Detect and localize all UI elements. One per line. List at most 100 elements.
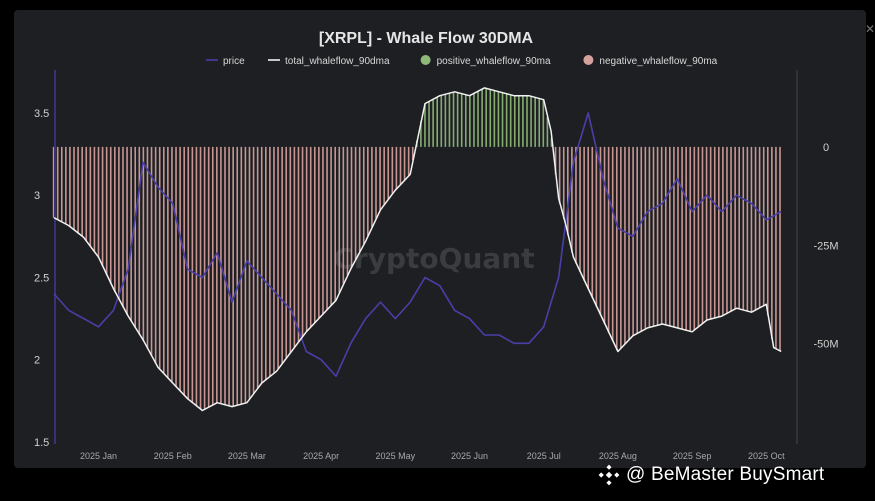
- negative-bar: [142, 146, 145, 342]
- negative-bar: [628, 146, 630, 340]
- negative-bar: [558, 146, 561, 204]
- negative-bar: [587, 146, 590, 290]
- negative-bar: [644, 146, 647, 329]
- negative-bar: [771, 146, 773, 339]
- negative-bar: [693, 146, 696, 330]
- x-tick-label: 2025 Jun: [451, 451, 488, 461]
- negative-bar: [620, 146, 622, 348]
- legend-item-negative_whaleflow_90ma[interactable]: negative_whaleflow_90ma: [583, 55, 718, 67]
- positive-bar: [522, 95, 524, 147]
- negative-bar: [754, 146, 757, 310]
- x-tick-label: 2025 Oct: [748, 451, 785, 461]
- positive-bar: [420, 121, 422, 147]
- negative-bar: [232, 146, 234, 407]
- total-whaleflow-line: [53, 87, 782, 412]
- negative-bar: [758, 146, 761, 308]
- negative-bar: [171, 146, 173, 383]
- negative-bar: [611, 146, 614, 342]
- close-icon[interactable]: ✕: [864, 22, 875, 36]
- positive-bar: [436, 96, 439, 147]
- negative-bar: [677, 146, 679, 329]
- negative-bar: [65, 146, 67, 225]
- legend-item-total_whaleflow_90dma[interactable]: total_whaleflow_90dma: [268, 56, 390, 67]
- negative-bar: [391, 146, 394, 194]
- left-tick-label: 1.5: [34, 437, 49, 449]
- negative-bar: [199, 146, 202, 410]
- x-tick-label: 2025 May: [376, 451, 416, 461]
- negative-bar: [342, 146, 345, 284]
- negative-bar: [207, 146, 210, 407]
- legend-item-positive_whaleflow_90ma[interactable]: positive_whaleflow_90ma: [420, 55, 551, 67]
- right-tick-label: -25M: [813, 240, 838, 252]
- negative-bar: [779, 146, 781, 352]
- negative-bar: [567, 146, 569, 236]
- negative-bar: [571, 146, 573, 253]
- negative-bar: [403, 146, 406, 180]
- negative-bar: [134, 146, 137, 328]
- negative-bar: [681, 146, 683, 330]
- negative-bar: [138, 146, 141, 335]
- negative-bar: [599, 146, 602, 316]
- chart-title: [XRPL] - Whale Flow 30DMA: [319, 30, 534, 47]
- negative-bar: [554, 146, 557, 175]
- negative-bar: [118, 146, 120, 300]
- negative-bar: [358, 146, 361, 252]
- negative-bar: [346, 146, 349, 276]
- negative-bar: [326, 146, 328, 310]
- negative-bar: [322, 146, 324, 314]
- negative-bar: [293, 146, 296, 348]
- positive-bar: [538, 98, 541, 147]
- right-tick-label: -50M: [813, 339, 838, 351]
- negative-bar: [85, 146, 88, 242]
- negative-bar: [615, 146, 618, 350]
- x-tick-label: 2025 Jan: [80, 451, 117, 461]
- negative-bar: [656, 146, 659, 326]
- negative-bar: [762, 146, 765, 306]
- negative-bar: [375, 146, 377, 219]
- x-tick-label: 2025 Sep: [673, 451, 712, 461]
- positive-bar: [452, 92, 455, 147]
- negative-bar: [395, 146, 398, 189]
- left-tick-label: 2: [34, 355, 40, 367]
- negative-bar: [660, 146, 663, 325]
- credit-text: @ BeMaster BuySmart: [626, 464, 825, 485]
- negative-bar: [746, 146, 749, 312]
- legend-label: positive_whaleflow_90ma: [437, 56, 551, 67]
- positive-bar: [509, 94, 512, 147]
- negative-bar: [281, 146, 283, 364]
- negative-bar: [52, 146, 55, 218]
- positive-bar: [440, 95, 443, 147]
- negative-bar: [354, 146, 357, 260]
- negative-bar: [195, 146, 198, 407]
- negative-bar: [269, 146, 271, 377]
- negative-bar: [350, 146, 353, 267]
- negative-bar: [701, 146, 704, 324]
- x-tick-label: 2025 Mar: [228, 451, 266, 461]
- chart-canvas: CryptoQuant [XRPL] - Whale Flow 30DMA pr…: [34, 30, 839, 461]
- negative-bar: [607, 146, 610, 333]
- negative-bar: [718, 146, 720, 317]
- negative-bar: [742, 146, 745, 311]
- negative-bar: [575, 146, 577, 264]
- negative-bar: [362, 146, 365, 245]
- negative-bar: [367, 146, 369, 236]
- negative-bar: [387, 146, 390, 200]
- legend[interactable]: price total_whaleflow_90dma positive_whale…: [206, 55, 718, 67]
- negative-bar: [579, 146, 581, 273]
- legend-item-price[interactable]: price: [206, 56, 245, 67]
- negative-bar: [122, 146, 124, 308]
- negative-bar: [301, 146, 304, 337]
- negative-bar: [338, 146, 341, 293]
- negative-bar: [146, 146, 149, 349]
- negative-bar: [179, 146, 181, 392]
- negative-bar: [648, 146, 651, 328]
- left-tick-label: 3.5: [34, 108, 49, 120]
- negative-bar: [285, 146, 288, 358]
- negative-bar: [277, 146, 279, 369]
- negative-bar: [297, 146, 300, 342]
- negative-bar: [101, 146, 104, 267]
- negative-bar: [766, 146, 769, 316]
- positive-bar: [481, 88, 483, 147]
- positive-bar: [513, 95, 516, 147]
- negative-bar: [89, 146, 92, 247]
